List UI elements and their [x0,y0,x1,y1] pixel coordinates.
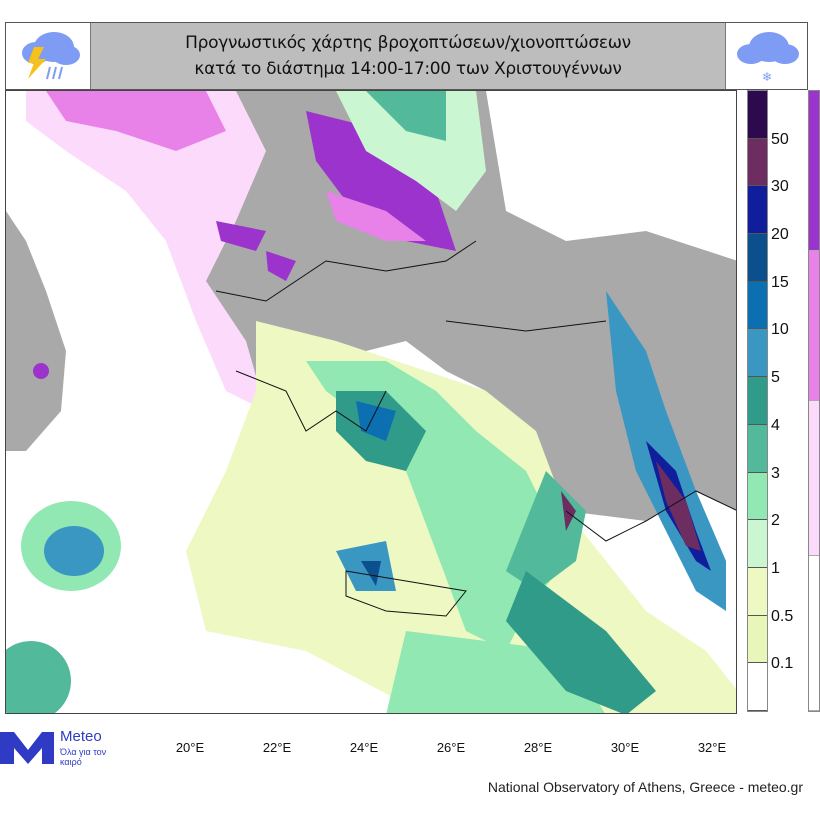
legend-label: 3 [771,464,780,482]
rain-legend-bar [747,90,768,712]
legend-label: 20 [771,226,789,244]
snow-legend-bar [808,90,820,712]
legend-label: 15 [771,273,789,291]
legend-label: 4 [771,416,780,434]
snow-areas [26,91,456,416]
legend-swatch [748,329,767,378]
legend-label: 0.1 [771,655,794,673]
legend-swatch [748,424,767,473]
legend-label: 50 [771,130,789,148]
legend-swatch [748,567,767,616]
cloud-snow-icon: ❄ [737,32,799,84]
legend-swatch [748,663,767,711]
cloud-lightning-rain-icon [22,32,80,80]
legend-label: 5 [771,369,780,387]
precipitation-map [5,90,737,714]
logo-tagline: Όλα για τον καιρό [60,747,107,767]
borders-coastlines [215,240,736,617]
legend-swatch [748,472,767,521]
map-canvas [6,91,736,713]
longitude-label: 28°E [523,740,553,755]
legend-label: 2 [771,512,780,530]
legend-swatch [748,377,767,425]
snow-legend-swatch [809,251,819,401]
longitude-label: 24°E [349,740,379,755]
title-line-2: κατά το διάστημα 14:00-17:00 των Χριστου… [194,59,622,79]
longitude-label: 30°E [610,740,640,755]
header: Προγνωστικός χάρτης βροχοπτώσεων/χιονοπτ… [5,22,808,90]
footer-credit: National Observatory of Athens, Greece -… [487,779,803,795]
legend-label: 0.5 [771,607,794,625]
svg-text:❄: ❄ [762,70,772,84]
legend-swatch [748,615,767,664]
legend-swatch [748,234,767,282]
title-line-1: Προγνωστικός χάρτης βροχοπτώσεων/χιονοπτ… [185,33,631,53]
legend-label: 10 [771,321,789,339]
legend-swatch [748,186,767,235]
snow-legend-swatch [809,401,819,556]
logo-name: Meteo [60,728,102,745]
longitude-label: 20°E [175,740,205,755]
meteo-logo-icon [0,732,54,764]
legend-label: 30 [771,178,789,196]
longitude-label: 22°E [262,740,292,755]
longitude-label: 26°E [436,740,466,755]
legend-swatch [748,281,767,330]
legend-swatch [748,520,767,568]
legend-swatch [748,91,767,139]
snow-legend-swatch [809,556,819,711]
map-title: Προγνωστικός χάρτης βροχοπτώσεων/χιονοπτ… [90,23,726,89]
legend-label: 1 [771,559,780,577]
snow-legend-swatch [809,91,819,251]
legend-swatch [748,138,767,187]
longitude-label: 32°E [697,740,727,755]
